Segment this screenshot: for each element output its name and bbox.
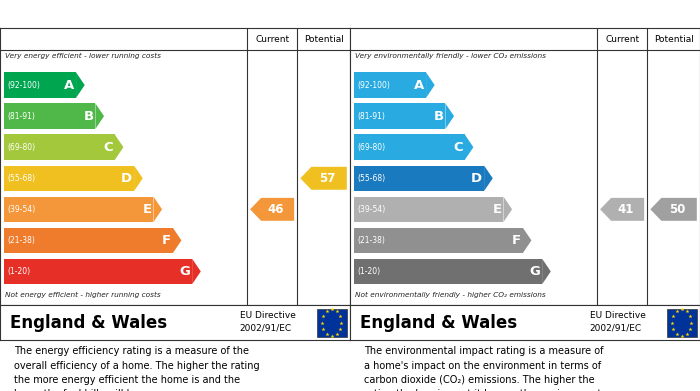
Text: Potential: Potential [304, 34, 344, 43]
Text: Potential: Potential [654, 34, 694, 43]
Polygon shape [153, 197, 162, 222]
Text: The environmental impact rating is a measure of
a home's impact on the environme: The environmental impact rating is a mea… [364, 346, 604, 391]
Text: Energy Efficiency Rating: Energy Efficiency Rating [10, 7, 194, 20]
Polygon shape [542, 259, 551, 284]
Text: A: A [414, 79, 424, 91]
Text: (92-100): (92-100) [357, 81, 390, 90]
Text: G: G [529, 265, 540, 278]
Bar [4, 259, 192, 284]
Text: G: G [179, 265, 190, 278]
Text: 46: 46 [267, 203, 284, 216]
Polygon shape [95, 103, 104, 129]
Text: (55-68): (55-68) [7, 174, 35, 183]
Polygon shape [134, 165, 143, 191]
Bar [4, 135, 115, 160]
Text: Not energy efficient - higher running costs: Not energy efficient - higher running co… [6, 292, 161, 298]
Text: F: F [162, 234, 171, 247]
Bar [354, 72, 426, 98]
Text: D: D [121, 172, 132, 185]
Text: C: C [454, 141, 463, 154]
Text: D: D [471, 172, 482, 185]
Bar [354, 165, 484, 191]
Text: E: E [493, 203, 502, 216]
Text: (39-54): (39-54) [357, 205, 385, 214]
Bar [4, 165, 134, 191]
Text: F: F [512, 234, 521, 247]
Text: (92-100): (92-100) [7, 81, 40, 90]
Text: B: B [433, 109, 444, 123]
Text: Not environmentally friendly - higher CO₂ emissions: Not environmentally friendly - higher CO… [355, 292, 546, 298]
Bar [354, 259, 542, 284]
Polygon shape [445, 103, 454, 129]
Text: 41: 41 [617, 203, 634, 216]
Text: Environmental Impact (CO₂) Rating: Environmental Impact (CO₂) Rating [360, 7, 622, 20]
Text: (21-38): (21-38) [7, 236, 35, 245]
Polygon shape [173, 228, 181, 253]
Text: England & Wales: England & Wales [360, 314, 517, 332]
Text: Very environmentally friendly - lower CO₂ emissions: Very environmentally friendly - lower CO… [355, 53, 546, 59]
Polygon shape [300, 167, 346, 190]
Text: B: B [83, 109, 94, 123]
Text: 50: 50 [668, 203, 685, 216]
Text: Very energy efficient - lower running costs: Very energy efficient - lower running co… [6, 53, 161, 59]
Bar [4, 103, 95, 129]
Bar [4, 228, 173, 253]
Polygon shape [192, 259, 201, 284]
Text: (69-80): (69-80) [7, 143, 35, 152]
Polygon shape [600, 198, 644, 221]
Text: (1-20): (1-20) [357, 267, 380, 276]
Bar [354, 228, 523, 253]
Polygon shape [426, 72, 435, 98]
Polygon shape [484, 165, 493, 191]
Bar [666, 308, 696, 337]
Text: C: C [104, 141, 113, 154]
Bar [354, 135, 465, 160]
Text: (81-91): (81-91) [357, 112, 385, 121]
Bar [4, 197, 153, 222]
Text: (39-54): (39-54) [7, 205, 35, 214]
Text: (1-20): (1-20) [7, 267, 30, 276]
Bar [354, 103, 445, 129]
Text: The energy efficiency rating is a measure of the
overall efficiency of a home. T: The energy efficiency rating is a measur… [14, 346, 260, 391]
Text: 57: 57 [318, 172, 335, 185]
Text: (81-91): (81-91) [7, 112, 35, 121]
Polygon shape [115, 135, 123, 160]
Text: (69-80): (69-80) [357, 143, 385, 152]
Bar [354, 197, 503, 222]
Text: A: A [64, 79, 74, 91]
Polygon shape [76, 72, 85, 98]
Text: (21-38): (21-38) [357, 236, 385, 245]
Bar [4, 72, 76, 98]
Polygon shape [250, 198, 294, 221]
Text: England & Wales: England & Wales [10, 314, 167, 332]
Polygon shape [650, 198, 696, 221]
Text: Current: Current [255, 34, 289, 43]
Text: EU Directive
2002/91/EC: EU Directive 2002/91/EC [239, 311, 295, 332]
Text: Current: Current [605, 34, 639, 43]
Text: EU Directive
2002/91/EC: EU Directive 2002/91/EC [589, 311, 645, 332]
Bar [316, 308, 346, 337]
Text: (55-68): (55-68) [357, 174, 385, 183]
Polygon shape [523, 228, 531, 253]
Text: E: E [143, 203, 152, 216]
Polygon shape [503, 197, 512, 222]
Polygon shape [465, 135, 473, 160]
